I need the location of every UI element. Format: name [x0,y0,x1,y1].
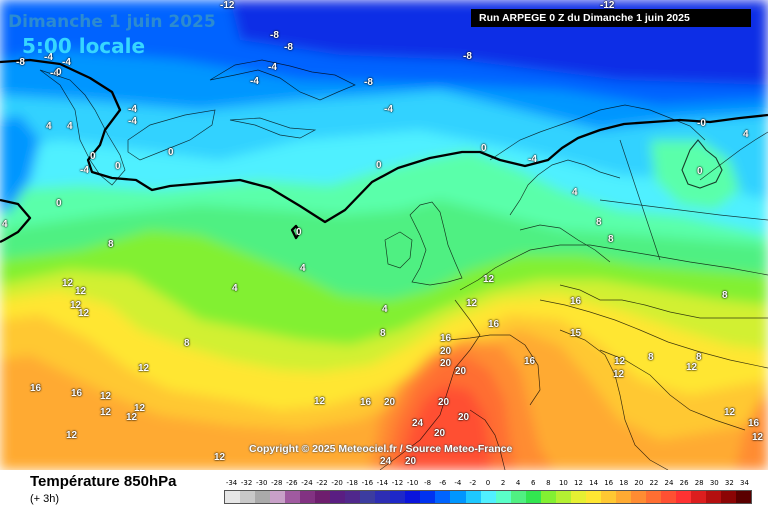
color-scale-swatch [345,491,361,503]
copyright-notice: Copyright © 2025 Meteociel.fr / Source M… [249,443,513,455]
color-scale-swatch [600,491,616,503]
color-scale-tick: -30 [255,479,268,487]
color-scale-swatch [630,491,646,503]
color-scale-tick: -6 [439,479,447,487]
coastlines-and-borders [39,59,768,470]
color-scale-swatch [615,491,631,503]
color-scale-tick: -8 [424,479,432,487]
model-run-banner: Run ARPEGE 0 Z du Dimanche 1 juin 2025 [471,9,751,27]
color-scale-tick: 0 [485,479,491,487]
color-scale-tick: 30 [709,479,719,487]
color-scale-swatch [690,491,706,503]
color-scale-tick: -2 [469,479,477,487]
color-scale-swatch [435,491,451,503]
color-scale-tick: 4 [515,479,521,487]
color-scale-tick: -28 [271,479,283,487]
color-scale-tick: -18 [346,479,358,487]
color-scale-tick: 8 [546,479,551,487]
color-scale-swatch [645,491,661,503]
color-scale-tick: -20 [331,479,343,487]
color-scale-swatch [255,491,271,503]
color-scale-tick: -24 [301,479,313,487]
color-scale-swatch [225,491,241,503]
color-scale-tick: -32 [240,479,253,487]
color-scale-tick: 6 [531,479,536,487]
color-scale-tick: -34 [225,479,238,487]
color-scale-bar [224,490,752,504]
color-scale-swatch [555,491,571,503]
color-scale-swatch [330,491,346,503]
color-scale-tick: 22 [649,479,659,487]
color-scale-tick: -26 [286,479,298,487]
color-scale-swatch [270,491,286,503]
color-scale-swatch [465,491,481,503]
forecast-time-title: 5:00 locale [22,34,146,58]
color-scale-swatch [420,491,436,503]
color-scale-tick: 34 [739,479,749,487]
color-scale-tick: 2 [500,479,506,487]
color-scale-tick: 12 [574,479,583,487]
color-scale-tick: 18 [619,479,629,487]
color-scale-tick: -4 [454,479,462,487]
color-scale-swatch [660,491,676,503]
color-scale-tick: -10 [406,479,419,487]
variable-title: Température 850hPa [30,473,177,490]
color-scale-swatch [390,491,406,503]
color-scale-swatch [721,491,737,503]
color-scale-swatch [285,491,301,503]
color-scale-swatch [240,491,256,503]
color-scale-tick: -16 [361,479,374,487]
color-scale-swatch [405,491,421,503]
color-scale-tick: 24 [664,479,674,487]
color-scale-swatch [495,491,511,503]
color-scale-tick: -22 [316,479,328,487]
color-scale-tick: -12 [391,479,404,487]
color-scale-swatch [315,491,331,503]
color-scale-swatch [706,491,722,503]
color-scale-swatch [570,491,586,503]
color-scale-tick: 26 [679,479,689,487]
temperature-bands [0,0,768,470]
color-scale-tick: 20 [634,479,644,487]
color-scale-tick-labels: -34 -32 -30 -28 -26 -24 -22 -20 -18 -16 -14 -12 -10-… [224,479,752,489]
color-scale-swatch [585,491,601,503]
color-scale-swatch [300,491,316,503]
legend-footer: Température 850hPa (+ 3h) -34 -32 -30 -28 -2… [0,470,768,512]
color-scale-tick: -14 [376,479,389,487]
color-scale-swatch [525,491,541,503]
color-scale-swatch [675,491,691,503]
color-scale-swatch [375,491,391,503]
color-scale-swatch [736,491,752,503]
temperature-map [0,0,768,470]
color-scale-swatch [540,491,556,503]
color-scale-swatch [450,491,466,503]
forecast-date-title: Dimanche 1 juin 2025 [8,12,216,32]
lead-time: (+ 3h) [30,493,60,505]
color-scale-tick: 32 [724,479,734,487]
color-scale-tick: 14 [589,479,599,487]
color-scale-tick: 28 [694,479,704,487]
color-scale-swatch [360,491,376,503]
zero-degree-isotherm [0,58,768,244]
temperature-field [0,0,768,470]
color-scale-swatch [480,491,496,503]
color-scale-swatch [510,491,526,503]
color-scale-tick: 10 [558,479,568,487]
color-scale-tick: 16 [604,479,614,487]
